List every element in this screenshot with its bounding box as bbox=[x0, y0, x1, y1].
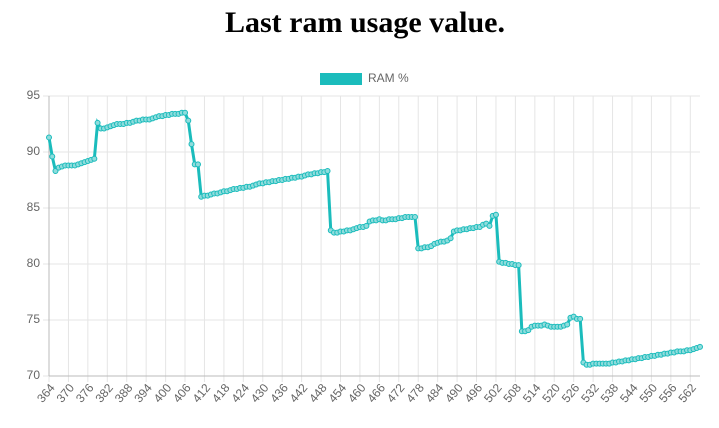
y-tick-label: 80 bbox=[27, 256, 41, 270]
x-tick-label: 502 bbox=[481, 381, 505, 406]
x-tick-label: 538 bbox=[598, 381, 622, 406]
data-point bbox=[492, 211, 499, 218]
x-tick-label: 520 bbox=[539, 381, 563, 406]
x-tick-label: 478 bbox=[403, 381, 427, 406]
legend-swatch bbox=[320, 73, 362, 85]
data-point bbox=[194, 161, 201, 168]
x-tick-label: 430 bbox=[248, 381, 272, 406]
y-tick-label: 90 bbox=[27, 144, 41, 158]
x-tick-label: 424 bbox=[228, 381, 252, 406]
data-point bbox=[564, 321, 571, 328]
x-tick-label: 394 bbox=[131, 381, 155, 406]
data-point bbox=[324, 168, 331, 175]
data-point bbox=[697, 343, 703, 350]
data-point bbox=[182, 109, 189, 116]
data-point bbox=[411, 213, 418, 220]
data-point bbox=[515, 262, 522, 269]
x-tick-label: 466 bbox=[364, 381, 388, 406]
y-tick-label: 70 bbox=[27, 368, 41, 382]
x-tick-label: 400 bbox=[151, 381, 175, 406]
data-point bbox=[486, 222, 493, 229]
data-point bbox=[447, 235, 454, 242]
x-tick-label: 454 bbox=[326, 381, 350, 406]
data-point bbox=[49, 153, 56, 160]
data-point bbox=[188, 141, 195, 148]
x-tick-label: 562 bbox=[675, 381, 699, 406]
x-tick-label: 376 bbox=[73, 381, 97, 406]
chart-title: Last ram usage value. bbox=[225, 6, 505, 39]
y-tick-label: 85 bbox=[27, 200, 41, 214]
data-point bbox=[363, 222, 370, 229]
x-tick-label: 532 bbox=[578, 381, 602, 406]
y-tick-label: 75 bbox=[27, 312, 41, 326]
x-tick-label: 490 bbox=[442, 381, 466, 406]
data-point bbox=[185, 117, 192, 124]
x-tick-label: 442 bbox=[287, 381, 311, 406]
x-tick-label: 496 bbox=[462, 381, 486, 406]
data-point bbox=[577, 315, 584, 322]
x-tick-label: 388 bbox=[112, 381, 136, 406]
x-tick-label: 412 bbox=[190, 381, 214, 406]
x-tick-label: 370 bbox=[54, 381, 78, 406]
x-tick-label: 526 bbox=[559, 381, 583, 406]
data-point bbox=[91, 155, 98, 162]
x-tick-label: 406 bbox=[170, 381, 194, 406]
x-tick-label: 418 bbox=[209, 381, 233, 406]
y-tick-label: 95 bbox=[27, 88, 41, 102]
x-tick-label: 514 bbox=[520, 381, 544, 406]
x-tick-label: 472 bbox=[384, 381, 408, 406]
x-tick-label: 382 bbox=[92, 381, 116, 406]
x-tick-label: 364 bbox=[34, 381, 58, 406]
legend-label: RAM % bbox=[368, 71, 409, 85]
x-tick-label: 448 bbox=[306, 381, 330, 406]
data-point bbox=[46, 134, 52, 141]
x-tick-label: 544 bbox=[617, 381, 641, 406]
x-tick-label: 550 bbox=[637, 381, 661, 406]
x-tick-label: 436 bbox=[267, 381, 291, 406]
x-tick-label: 460 bbox=[345, 381, 369, 406]
data-point bbox=[94, 119, 101, 126]
x-tick-label: 508 bbox=[501, 381, 525, 406]
x-tick-label: 484 bbox=[423, 381, 447, 406]
x-tick-label: 556 bbox=[656, 381, 680, 406]
